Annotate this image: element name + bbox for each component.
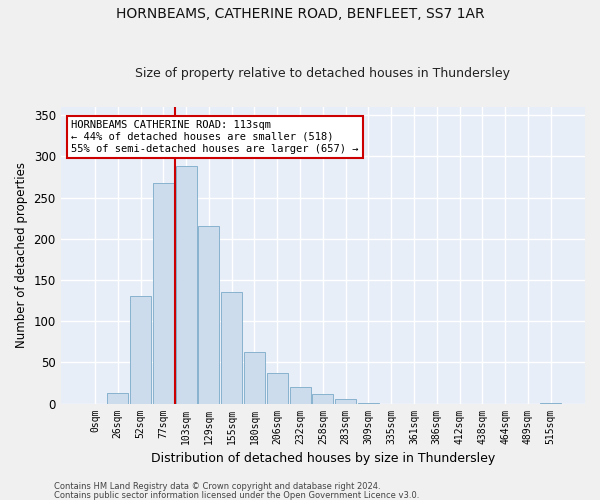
Text: HORNBEAMS, CATHERINE ROAD, BENFLEET, SS7 1AR: HORNBEAMS, CATHERINE ROAD, BENFLEET, SS7… xyxy=(116,8,484,22)
Bar xyxy=(176,166,197,404)
Bar xyxy=(313,394,334,404)
X-axis label: Distribution of detached houses by size in Thundersley: Distribution of detached houses by size … xyxy=(151,452,495,465)
Text: Contains public sector information licensed under the Open Government Licence v3: Contains public sector information licen… xyxy=(54,490,419,500)
Y-axis label: Number of detached properties: Number of detached properties xyxy=(15,162,28,348)
Text: HORNBEAMS CATHERINE ROAD: 113sqm
← 44% of detached houses are smaller (518)
55% : HORNBEAMS CATHERINE ROAD: 113sqm ← 44% o… xyxy=(71,120,359,154)
Bar xyxy=(107,393,128,404)
Bar xyxy=(335,400,356,404)
Bar xyxy=(267,373,288,404)
Bar xyxy=(540,402,561,404)
Bar xyxy=(244,352,265,404)
Bar xyxy=(290,387,311,404)
Text: Contains HM Land Registry data © Crown copyright and database right 2024.: Contains HM Land Registry data © Crown c… xyxy=(54,482,380,491)
Title: Size of property relative to detached houses in Thundersley: Size of property relative to detached ho… xyxy=(136,66,511,80)
Bar xyxy=(199,226,220,404)
Bar xyxy=(221,292,242,404)
Bar xyxy=(358,402,379,404)
Bar xyxy=(130,296,151,404)
Bar xyxy=(153,183,174,404)
